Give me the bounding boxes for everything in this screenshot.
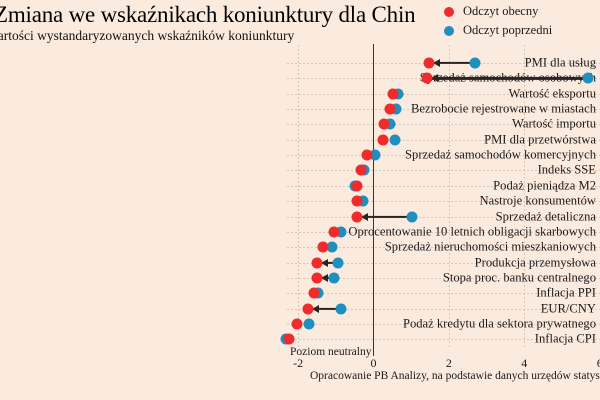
gridline-horizontal: [287, 262, 600, 264]
change-arrow-icon: [432, 59, 440, 67]
data-point-current[interactable]: [311, 257, 323, 269]
gridline-horizontal: [287, 277, 600, 279]
category-label: Inflacja CPI: [534, 332, 596, 346]
category-label: Sprzedaż detaliczna: [495, 209, 596, 224]
data-point-previous[interactable]: [328, 272, 340, 284]
category-label: Podaż kredytu dla sektora prywatnego: [402, 316, 596, 331]
category-label: Nastroje konsumentów: [479, 193, 596, 208]
change-connector: [307, 307, 341, 310]
data-point-previous[interactable]: [369, 149, 381, 161]
data-point-previous[interactable]: [326, 241, 338, 253]
change-arrow-icon: [361, 212, 369, 221]
change-arrow-icon: [321, 273, 329, 282]
gridline-horizontal: [287, 185, 600, 187]
neutral-level-annotation: Poziom neutralny: [290, 346, 372, 358]
gridline-horizontal: [287, 247, 600, 249]
gridline-horizontal: [287, 216, 600, 218]
data-point-previous[interactable]: [390, 103, 402, 115]
category-label: Indeks SSE: [537, 163, 596, 178]
data-point-previous[interactable]: [303, 318, 315, 330]
legend-dot-current-icon: [444, 6, 454, 17]
data-point-current[interactable]: [328, 226, 340, 238]
gridline-horizontal: [287, 155, 600, 157]
gridline-horizontal: [287, 231, 600, 233]
category-label: Inflacja PPI: [536, 285, 596, 300]
category-label: Wartość importu: [512, 117, 596, 132]
category-label: Bezrobocie rejestrowane w miastach: [411, 101, 596, 116]
data-point-current[interactable]: [291, 318, 303, 330]
category-label: EUR/CNY: [540, 301, 596, 316]
data-point-current[interactable]: [351, 180, 363, 192]
zero-axis-line: [372, 44, 375, 356]
category-label: Sprzedaż nieruchomości mieszkaniowych: [384, 239, 596, 254]
data-point-current[interactable]: [387, 88, 399, 100]
change-arrow-icon: [430, 74, 438, 83]
chart-legend: Odczyt obecny Odczyt poprzedni: [444, 2, 594, 40]
data-point-previous[interactable]: [332, 257, 344, 269]
data-point-current[interactable]: [308, 287, 320, 299]
legend-item-previous[interactable]: Odczyt poprzedni: [444, 21, 594, 40]
category-label: Stopa proc. banku centralnego: [442, 270, 596, 285]
change-connector: [426, 77, 588, 80]
data-point-previous[interactable]: [335, 303, 347, 315]
data-point-current[interactable]: [317, 241, 329, 253]
category-label: Produkcja przemysłowa: [474, 255, 596, 270]
x-tick-label: 6: [596, 356, 600, 370]
x-tick-label: -2: [293, 356, 304, 370]
category-label: Oprocentowanie 10 letnich obligacji skar…: [348, 224, 596, 239]
gridline-horizontal: [287, 201, 600, 203]
legend-item-current[interactable]: Odczyt obecny: [444, 2, 594, 21]
gridline-horizontal: [287, 293, 600, 295]
gridline-horizontal: [287, 139, 600, 141]
gridline-horizontal: [287, 170, 600, 172]
change-arrow-icon: [320, 258, 328, 267]
category-label: PMI dla przetwórstwa: [484, 132, 596, 147]
gridline-horizontal: [287, 109, 600, 111]
data-point-current[interactable]: [351, 195, 363, 207]
category-label: Podaż pieniądza M2: [493, 178, 596, 193]
data-point-previous[interactable]: [335, 226, 347, 238]
data-point-current[interactable]: [384, 103, 396, 115]
gridline-horizontal: [287, 93, 600, 95]
gridline-vertical: [298, 45, 300, 347]
gridline-horizontal: [287, 308, 600, 310]
category-label: Sprzedaż samochodów komercyjnych: [405, 147, 596, 162]
legend-label-previous: Odczyt poprzedni: [463, 23, 553, 37]
x-tick-label: 4: [521, 356, 528, 370]
gridline-vertical: [448, 45, 450, 347]
x-tick-label: 0: [370, 356, 377, 370]
data-point-current[interactable]: [377, 134, 389, 146]
source-note: Opracowanie PB Analizy, na podstawie dan…: [310, 370, 600, 382]
data-point-current[interactable]: [361, 149, 373, 161]
data-point-previous[interactable]: [582, 72, 594, 84]
chart-subtitle: wartości wystandaryzowanych wskaźników k…: [0, 28, 295, 43]
data-point-current[interactable]: [423, 57, 435, 69]
data-point-current[interactable]: [283, 333, 295, 345]
legend-dot-previous-icon: [444, 25, 454, 36]
data-point-current[interactable]: [378, 118, 390, 130]
data-point-current[interactable]: [421, 72, 433, 84]
data-point-current[interactable]: [351, 211, 363, 222]
data-point-current[interactable]: [355, 164, 367, 176]
data-point-previous[interactable]: [406, 211, 418, 222]
legend-label-current: Odczyt obecny: [463, 4, 539, 18]
change-arrow-icon: [311, 304, 319, 313]
category-label: Wartość eksportu: [508, 86, 596, 101]
gridline-horizontal: [287, 323, 600, 325]
change-connector: [357, 215, 413, 218]
category-label: PMI dla usług: [524, 55, 596, 70]
data-point-previous[interactable]: [469, 57, 481, 69]
gridline-horizontal: [287, 339, 600, 341]
gridline-vertical: [524, 45, 526, 347]
data-point-previous[interactable]: [389, 134, 401, 146]
x-tick-label: 2: [445, 356, 452, 370]
page-title: Zmiana we wskaźnikach koniunktury dla Ch…: [0, 2, 416, 27]
data-point-current[interactable]: [311, 272, 323, 284]
gridline-horizontal: [287, 124, 600, 126]
data-point-current[interactable]: [302, 303, 314, 315]
data-point-previous[interactable]: [384, 118, 396, 130]
change-connector: [428, 61, 475, 65]
